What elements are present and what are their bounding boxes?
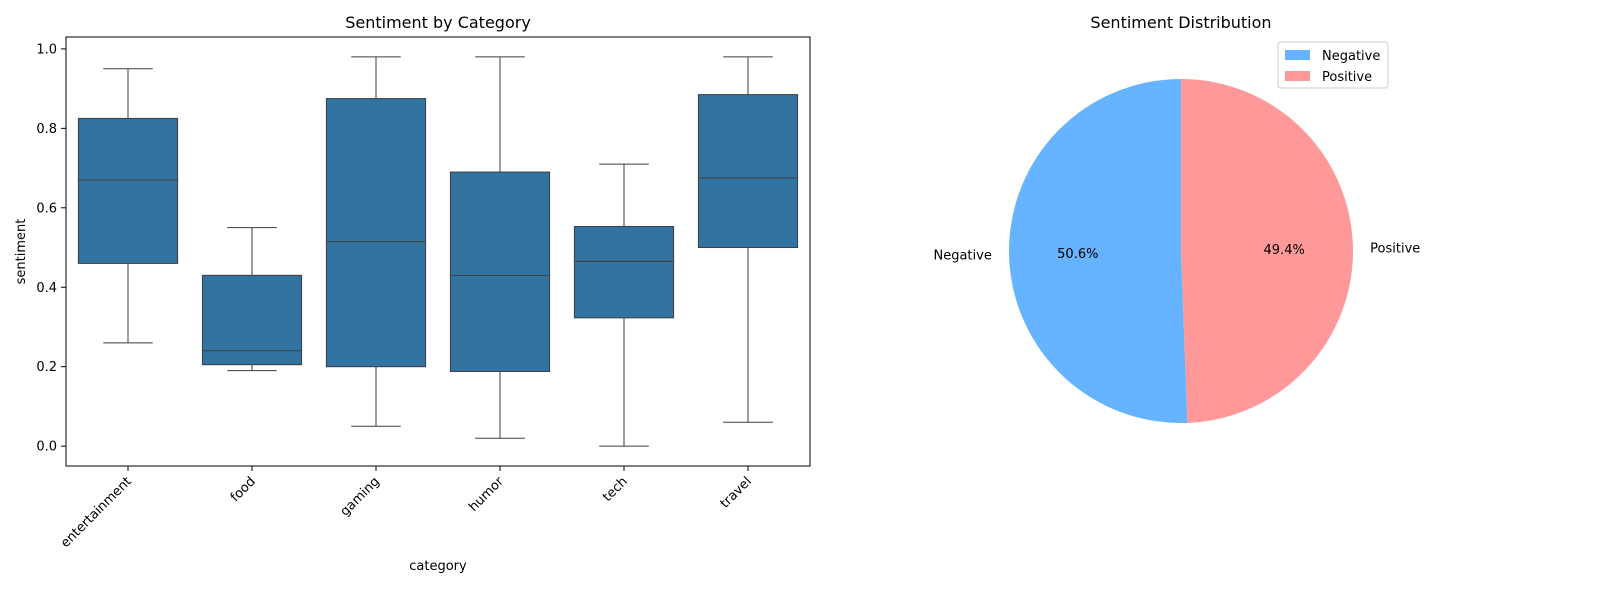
y-axis-ticks: 0.0 0.2 0.4 0.6 0.8 1.0 <box>36 42 66 455</box>
iqr-box <box>77 117 179 264</box>
x-axis-ticks: entertainment food gaming humor tech travel <box>58 466 755 551</box>
slice-category-label: Negative <box>933 249 991 264</box>
pie-slice-negative: 50.6% Negative <box>933 78 1188 423</box>
y-tick-label: 0.8 <box>36 122 57 137</box>
slice-wedge <box>1008 78 1188 423</box>
pie-chart-title: Sentiment Distribution <box>1090 13 1271 32</box>
y-tick-label: 0.0 <box>36 440 57 455</box>
x-tick-label: tech <box>600 474 631 505</box>
legend-item-positive: Positive <box>1285 70 1372 85</box>
slice-wedge <box>1181 79 1353 423</box>
x-tick-label: entertainment <box>58 474 135 551</box>
x-axis-label: category <box>409 559 467 574</box>
box-tech <box>573 163 675 447</box>
y-tick-label: 0.6 <box>36 201 57 216</box>
legend: Negative Positive <box>1277 41 1389 89</box>
box-food <box>201 227 303 372</box>
y-tick-label: 0.4 <box>36 281 57 296</box>
box-plot-panel: Sentiment by Category 0.0 0.2 0.4 0.6 0.8 1.0… <box>14 13 811 574</box>
legend-label: Negative <box>1322 49 1380 64</box>
pie-slice-positive: 49.4% Positive <box>1181 79 1420 423</box>
iqr-box <box>449 171 551 372</box>
iqr-box <box>325 98 427 368</box>
slice-percent-label: 49.4% <box>1264 243 1305 258</box>
y-tick-label: 1.0 <box>36 42 57 57</box>
box-entertainment <box>77 68 179 344</box>
x-tick-label: humor <box>466 474 507 515</box>
box-marks <box>77 56 799 447</box>
y-axis-label: sentiment <box>14 219 29 285</box>
x-tick-label: gaming <box>338 474 383 519</box>
legend-swatch <box>1285 71 1310 81</box>
plot-frame <box>65 36 811 467</box>
legend-item-negative: Negative <box>1285 49 1380 64</box>
box-travel <box>697 56 799 423</box>
x-tick-label: travel <box>718 474 755 511</box>
slice-category-label: Positive <box>1370 241 1420 256</box>
box-plot-title: Sentiment by Category <box>345 13 531 32</box>
box-gaming <box>325 56 427 427</box>
iqr-box <box>201 274 303 366</box>
pie-chart-panel: Sentiment Distribution 50.6% Negative 49.4… <box>933 13 1420 423</box>
y-tick-label: 0.2 <box>36 360 57 375</box>
box-humor <box>449 56 551 439</box>
x-tick-label: food <box>228 474 259 505</box>
iqr-box <box>573 225 675 319</box>
legend-swatch <box>1285 50 1310 60</box>
slice-percent-label: 50.6% <box>1057 247 1098 262</box>
iqr-box <box>697 94 799 249</box>
pie-slices: 50.6% Negative 49.4% Positive <box>933 78 1420 423</box>
legend-label: Positive <box>1322 70 1372 85</box>
